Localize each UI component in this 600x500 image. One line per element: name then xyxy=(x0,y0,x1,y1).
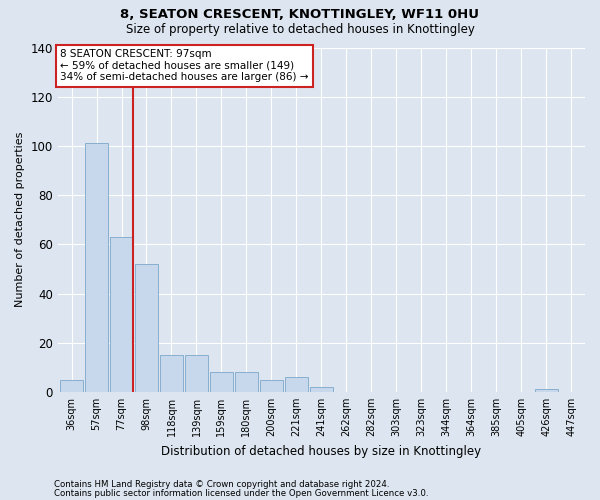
Bar xyxy=(85,144,108,392)
Bar xyxy=(160,355,183,392)
Bar xyxy=(310,387,333,392)
Bar xyxy=(235,372,258,392)
Text: Contains HM Land Registry data © Crown copyright and database right 2024.: Contains HM Land Registry data © Crown c… xyxy=(54,480,389,489)
Bar xyxy=(535,390,558,392)
Bar xyxy=(110,237,133,392)
Text: Contains public sector information licensed under the Open Government Licence v3: Contains public sector information licen… xyxy=(54,488,428,498)
Bar xyxy=(185,355,208,392)
X-axis label: Distribution of detached houses by size in Knottingley: Distribution of detached houses by size … xyxy=(161,444,481,458)
Text: 8, SEATON CRESCENT, KNOTTINGLEY, WF11 0HU: 8, SEATON CRESCENT, KNOTTINGLEY, WF11 0H… xyxy=(121,8,479,20)
Y-axis label: Number of detached properties: Number of detached properties xyxy=(15,132,25,308)
Text: Size of property relative to detached houses in Knottingley: Size of property relative to detached ho… xyxy=(125,22,475,36)
Bar xyxy=(135,264,158,392)
Bar xyxy=(285,377,308,392)
Text: 8 SEATON CRESCENT: 97sqm
← 59% of detached houses are smaller (149)
34% of semi-: 8 SEATON CRESCENT: 97sqm ← 59% of detach… xyxy=(61,49,309,82)
Bar xyxy=(210,372,233,392)
Bar xyxy=(60,380,83,392)
Bar xyxy=(260,380,283,392)
